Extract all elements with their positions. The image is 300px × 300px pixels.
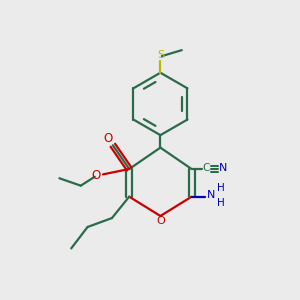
- Text: S: S: [157, 50, 164, 60]
- Text: O: O: [156, 216, 165, 226]
- Text: N: N: [219, 164, 228, 173]
- Text: N: N: [207, 190, 216, 200]
- Text: H: H: [217, 198, 224, 208]
- Text: C: C: [203, 164, 210, 173]
- Text: H: H: [217, 183, 224, 193]
- Text: O: O: [92, 169, 101, 182]
- Text: O: O: [103, 132, 112, 145]
